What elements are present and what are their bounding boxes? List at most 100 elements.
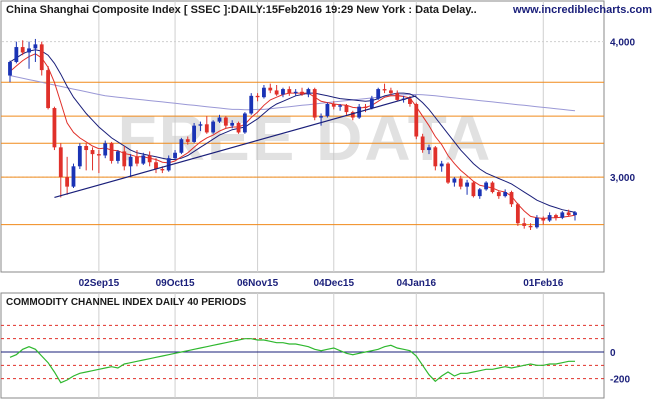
candle bbox=[566, 209, 571, 217]
candle-body bbox=[427, 147, 431, 151]
candle bbox=[204, 116, 209, 134]
candle-body bbox=[274, 90, 279, 95]
candle bbox=[547, 212, 552, 222]
candle bbox=[39, 41, 44, 76]
candle bbox=[363, 103, 368, 113]
cci-axis: 0 -200 bbox=[610, 348, 630, 386]
candle-body bbox=[547, 215, 552, 221]
candle-body bbox=[39, 44, 44, 71]
candle-body bbox=[471, 182, 476, 197]
candle-body bbox=[344, 105, 349, 113]
candle bbox=[71, 163, 76, 188]
candle-body bbox=[211, 121, 216, 133]
cci-grid bbox=[98, 293, 544, 398]
candle bbox=[382, 83, 387, 94]
candle bbox=[173, 150, 177, 160]
candle bbox=[154, 158, 158, 174]
candle-body bbox=[236, 122, 241, 133]
candle-body bbox=[249, 95, 254, 114]
candle-body bbox=[452, 178, 457, 183]
candle-body bbox=[363, 106, 368, 109]
candle bbox=[344, 103, 349, 115]
candle-body bbox=[223, 117, 228, 126]
candle bbox=[27, 41, 31, 69]
candle bbox=[515, 202, 520, 226]
candle bbox=[230, 120, 235, 129]
candle-body bbox=[27, 48, 31, 53]
candle bbox=[65, 156, 70, 195]
candle-body bbox=[8, 61, 12, 76]
x-tick-label: 01Feb16 bbox=[523, 278, 563, 289]
candle-body bbox=[369, 98, 374, 109]
candle-body bbox=[230, 122, 235, 126]
candle bbox=[471, 181, 476, 198]
candle bbox=[84, 143, 89, 171]
candle bbox=[211, 120, 216, 134]
candle-body bbox=[84, 145, 89, 151]
candle-body bbox=[306, 89, 311, 95]
candle-body bbox=[573, 212, 577, 216]
candle-body bbox=[14, 47, 19, 62]
candle-body bbox=[122, 151, 127, 167]
candle bbox=[217, 114, 222, 123]
chart-title: China Shanghai Composite Index [ SSEC ]:… bbox=[6, 4, 477, 16]
candle-body bbox=[395, 93, 400, 100]
candle-body bbox=[535, 217, 539, 228]
x-tick-label: 09Oct15 bbox=[156, 278, 195, 289]
candle-body bbox=[528, 225, 533, 228]
candle bbox=[496, 190, 501, 199]
candle-body bbox=[554, 215, 558, 218]
candle bbox=[109, 141, 114, 164]
candle-body bbox=[433, 147, 438, 167]
candle bbox=[46, 66, 50, 110]
candle bbox=[427, 144, 431, 155]
candle-body bbox=[439, 163, 444, 167]
candle bbox=[554, 213, 558, 221]
candle bbox=[458, 175, 463, 190]
cci-reference-lines bbox=[1, 324, 604, 380]
candle-body bbox=[319, 116, 323, 118]
candle-body bbox=[465, 182, 469, 187]
candle bbox=[20, 40, 25, 56]
candle bbox=[300, 87, 304, 96]
candle bbox=[306, 87, 311, 98]
x-tick-label: 06Nov15 bbox=[237, 278, 279, 289]
ma-very-long-line bbox=[9, 75, 576, 112]
candle-body bbox=[350, 112, 355, 118]
candle-body bbox=[185, 139, 190, 142]
candle-body bbox=[160, 169, 165, 171]
candle-body bbox=[484, 182, 489, 190]
cci-line bbox=[9, 338, 575, 384]
candle bbox=[242, 112, 247, 134]
cci-series bbox=[9, 338, 575, 384]
candle-body bbox=[71, 166, 76, 187]
candle-body bbox=[312, 89, 317, 118]
candle bbox=[116, 150, 120, 164]
candle bbox=[477, 187, 482, 199]
candle bbox=[166, 155, 171, 172]
candle-body bbox=[458, 178, 463, 187]
candle bbox=[484, 181, 489, 191]
candle bbox=[90, 147, 95, 171]
candle bbox=[535, 215, 539, 229]
candle-body bbox=[281, 89, 285, 95]
candle bbox=[58, 143, 63, 198]
price-panel bbox=[0, 0, 605, 273]
candle bbox=[179, 137, 184, 155]
candle-body bbox=[141, 155, 146, 164]
candle-body bbox=[408, 98, 412, 104]
candle-body bbox=[65, 177, 70, 187]
candle bbox=[522, 217, 527, 229]
candle-body bbox=[204, 124, 209, 133]
site-label[interactable]: www.incrediblecharts.com bbox=[512, 4, 652, 16]
candle bbox=[369, 95, 374, 110]
candle-body bbox=[33, 44, 38, 49]
candle-body bbox=[287, 89, 292, 94]
candle-body bbox=[20, 47, 25, 53]
candle bbox=[338, 103, 343, 111]
candle-body bbox=[566, 212, 571, 216]
candle-body bbox=[515, 204, 520, 224]
candle-body bbox=[325, 103, 330, 117]
candle bbox=[509, 190, 514, 207]
candle-body bbox=[262, 87, 266, 98]
